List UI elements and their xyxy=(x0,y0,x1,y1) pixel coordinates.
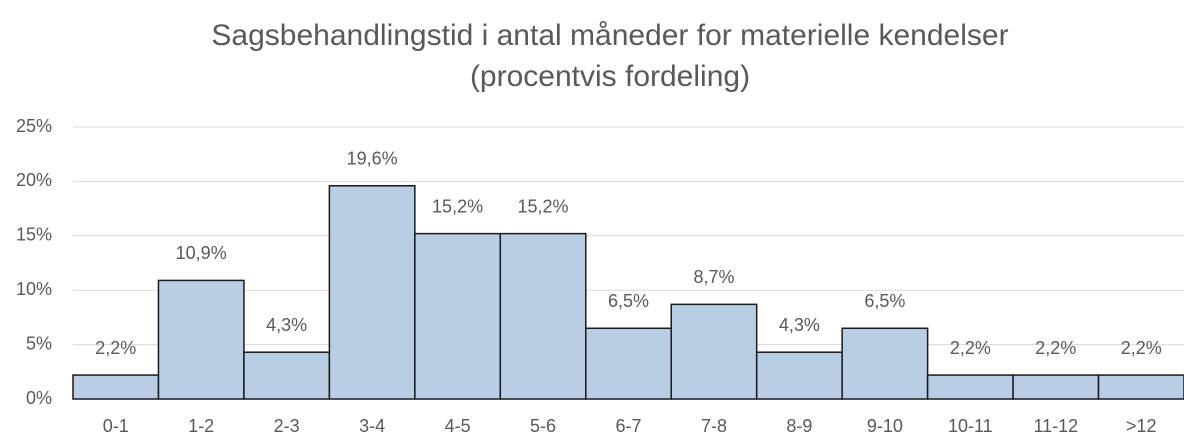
bar xyxy=(243,351,331,400)
x-tick-label: 8-9 xyxy=(786,416,812,436)
y-tick-label: 10% xyxy=(16,279,52,299)
x-tick-label: 9-10 xyxy=(867,416,903,436)
x-tick-label: 5-6 xyxy=(530,416,556,436)
data-label: 2,2% xyxy=(1035,338,1076,358)
chart-title: Sagsbehandlingstid i antal måneder for m… xyxy=(211,19,1008,52)
bar xyxy=(72,374,160,400)
bar xyxy=(585,327,672,400)
bar xyxy=(328,185,416,400)
x-tick-label: >12 xyxy=(1126,416,1157,436)
x-tick-label: 11-12 xyxy=(1033,416,1078,436)
bar xyxy=(755,351,843,400)
x-tick-label: 6-7 xyxy=(615,416,641,436)
bar xyxy=(670,303,758,400)
x-tick-label: 2-3 xyxy=(274,416,300,436)
data-label: 4,3% xyxy=(779,315,820,335)
data-label: 2,2% xyxy=(1121,338,1162,358)
bar xyxy=(926,374,1014,400)
bar xyxy=(841,327,929,400)
bar xyxy=(499,232,587,400)
data-label: 8,7% xyxy=(693,267,734,287)
data-label: 6,5% xyxy=(608,291,649,311)
data-label: 6,5% xyxy=(864,291,905,311)
chart-title: (procentvis fordeling) xyxy=(470,60,750,93)
data-label: 15,2% xyxy=(518,196,569,216)
x-tick-label: 4-5 xyxy=(445,416,471,436)
data-label: 15,2% xyxy=(432,196,483,216)
y-tick-label: 5% xyxy=(26,333,52,353)
x-tick-label: 3-4 xyxy=(359,416,385,436)
data-label: 2,2% xyxy=(950,338,991,358)
bar xyxy=(414,232,502,400)
x-tick-label: 7-8 xyxy=(701,416,727,436)
data-label: 4,3% xyxy=(266,315,307,335)
bar xyxy=(157,279,245,400)
y-tick-label: 15% xyxy=(16,225,52,245)
data-label: 10,9% xyxy=(176,243,227,263)
x-tick-label: 0-1 xyxy=(103,416,129,436)
data-label: 2,2% xyxy=(95,338,136,358)
x-tick-label: 1-2 xyxy=(188,416,214,436)
data-label: 19,6% xyxy=(347,149,398,169)
bar xyxy=(1012,374,1100,400)
bar xyxy=(1097,374,1184,400)
x-tick-label: 10-11 xyxy=(948,416,993,436)
y-tick-label: 25% xyxy=(16,116,52,136)
y-tick-label: 20% xyxy=(16,170,52,190)
y-tick-label: 0% xyxy=(26,388,52,408)
